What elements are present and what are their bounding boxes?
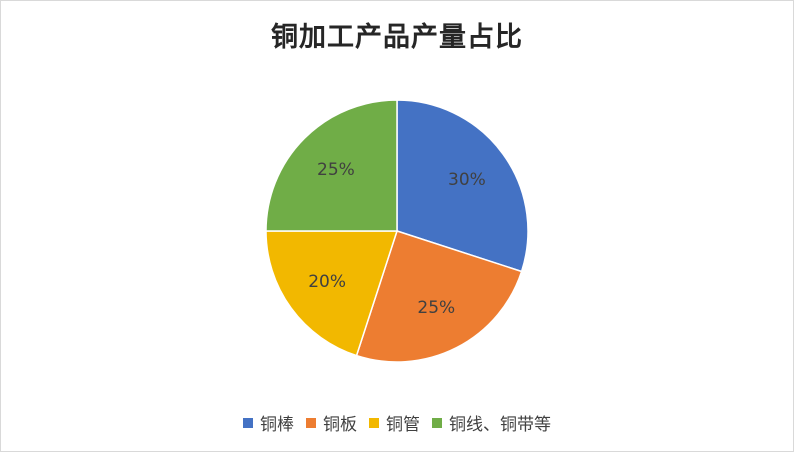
pie-slice-copper-tube [265,230,399,357]
pie-slice-copper-plate [355,230,523,363]
legend-label-copper-plate: 铜板 [323,415,357,435]
pie-slice-copper-wire-strip [265,99,398,232]
pie-slice-copper-rod [396,99,529,273]
data-label-copper-wire-strip: 25% [317,160,355,180]
legend-label-copper-wire-strip: 铜线、铜带等 [449,415,551,435]
chart-title: 铜加工产品产量占比 [271,22,523,53]
legend-item-copper-wire-strip: 铜线、铜带等 [432,410,551,435]
data-label-copper-tube: 20% [308,272,346,292]
legend-label-copper-rod: 铜棒 [260,415,294,435]
legend: 铜棒 铜板 铜管 铜线、铜带等 [1,410,793,435]
legend-item-copper-rod: 铜棒 [243,410,294,435]
data-label-copper-rod: 30% [448,170,486,190]
legend-swatch-copper-plate [306,417,316,428]
legend-item-copper-plate: 铜板 [306,410,357,435]
legend-swatch-copper-wire-strip [432,417,442,428]
data-label-copper-plate: 25% [417,298,455,318]
legend-swatch-copper-rod [243,417,253,428]
legend-item-copper-tube: 铜管 [369,410,420,435]
legend-label-copper-tube: 铜管 [386,415,420,435]
legend-swatch-copper-tube [369,417,379,428]
